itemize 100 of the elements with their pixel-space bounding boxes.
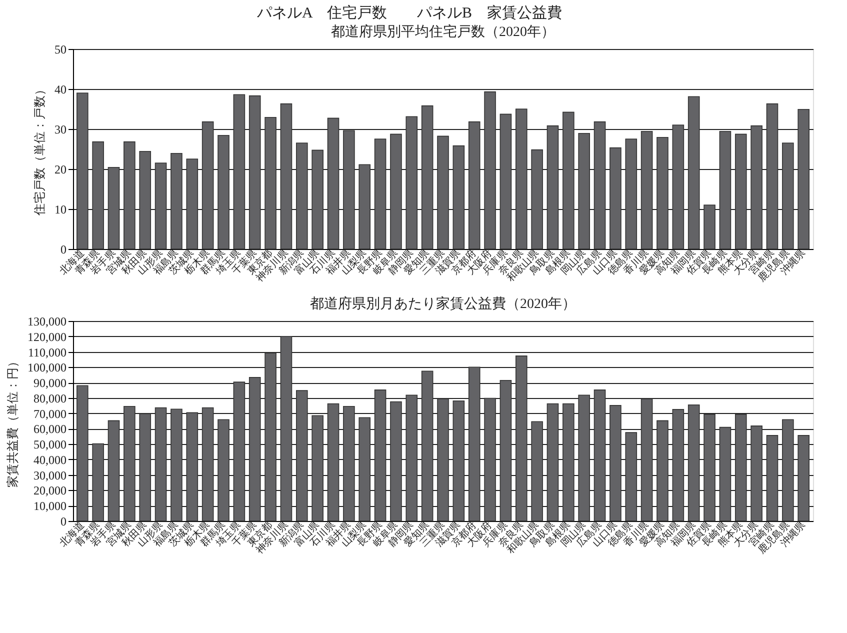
bar bbox=[468, 366, 480, 522]
bar bbox=[782, 142, 794, 250]
bar bbox=[92, 141, 104, 250]
bar bbox=[452, 400, 465, 522]
bar bbox=[610, 405, 622, 522]
bar bbox=[672, 409, 684, 522]
bar bbox=[672, 124, 684, 250]
bar bbox=[546, 125, 559, 250]
bar bbox=[296, 390, 308, 522]
bar bbox=[719, 426, 732, 522]
bar bbox=[782, 419, 794, 522]
y-tick-label: 60,000 bbox=[34, 422, 66, 436]
bar bbox=[280, 103, 292, 250]
bar bbox=[484, 398, 496, 522]
y-tick-label: 10 bbox=[54, 202, 66, 216]
bar bbox=[610, 147, 622, 250]
y-tick-label: 0 bbox=[60, 514, 66, 528]
bar bbox=[406, 394, 418, 522]
bar bbox=[500, 114, 512, 250]
bar bbox=[312, 415, 324, 522]
bar bbox=[233, 382, 246, 522]
y-tick-label: 10,000 bbox=[34, 499, 66, 514]
bar bbox=[358, 164, 371, 250]
bar bbox=[124, 141, 136, 250]
y-tick-label: 120,000 bbox=[28, 330, 66, 344]
bar bbox=[734, 134, 747, 250]
bar bbox=[531, 149, 543, 250]
bar bbox=[374, 390, 386, 522]
y-tick-label: 40 bbox=[54, 82, 66, 96]
bar bbox=[437, 136, 449, 250]
y-tick-label: 100,000 bbox=[28, 360, 66, 375]
bar bbox=[766, 103, 778, 250]
chart-title: 都道府県別平均住宅戸数（2020年） bbox=[331, 24, 555, 40]
y-tick-label: 110,000 bbox=[28, 345, 66, 360]
bar bbox=[625, 138, 638, 250]
bar bbox=[750, 426, 762, 522]
bar bbox=[390, 401, 402, 522]
bar bbox=[218, 419, 230, 522]
bar bbox=[640, 398, 653, 522]
bar bbox=[468, 121, 480, 250]
bar bbox=[154, 407, 167, 522]
bar bbox=[280, 336, 292, 522]
bar bbox=[578, 394, 590, 522]
text: パネルA 住宅戸数 パネルB 家賃公益費 bbox=[256, 4, 562, 22]
bar bbox=[343, 130, 355, 250]
y-tick-label: 30,000 bbox=[34, 468, 66, 482]
bar bbox=[186, 158, 198, 250]
bar bbox=[92, 443, 104, 522]
bar bbox=[656, 137, 668, 250]
bar bbox=[124, 406, 136, 522]
bar bbox=[546, 403, 559, 522]
bar bbox=[734, 414, 747, 522]
bar bbox=[562, 403, 574, 522]
bar bbox=[421, 105, 434, 250]
bar bbox=[704, 204, 716, 250]
bar bbox=[312, 150, 324, 250]
bar bbox=[296, 142, 308, 250]
bar bbox=[437, 398, 449, 522]
bar bbox=[484, 91, 496, 250]
bar bbox=[594, 390, 606, 522]
bar bbox=[452, 145, 465, 250]
y-tick-label: 70,000 bbox=[34, 406, 66, 421]
bar bbox=[390, 134, 402, 250]
bar bbox=[719, 131, 732, 250]
bar bbox=[327, 118, 340, 250]
y-tick-label: 50,000 bbox=[34, 438, 66, 452]
bar bbox=[248, 95, 261, 250]
y-tick-label: 30 bbox=[54, 122, 66, 136]
y-tick-label: 40,000 bbox=[34, 452, 66, 467]
bar bbox=[108, 167, 120, 250]
bar bbox=[578, 133, 590, 250]
y-axis-title: 家賃共益費（単位：円） bbox=[6, 356, 20, 488]
y-tick-label: 0 bbox=[60, 242, 66, 256]
bar bbox=[170, 408, 182, 522]
bar bbox=[343, 406, 355, 522]
bar bbox=[374, 138, 386, 250]
bar bbox=[515, 108, 528, 250]
bar bbox=[594, 121, 606, 250]
bar bbox=[233, 94, 246, 250]
bar bbox=[766, 435, 778, 522]
bar bbox=[704, 414, 716, 522]
y-tick-label: 50 bbox=[54, 42, 66, 56]
chart-title: 都道府県別月あたり家賃公益費（2020年） bbox=[310, 296, 576, 312]
bar bbox=[139, 151, 152, 250]
bar bbox=[406, 116, 418, 250]
y-tick-label: 130,000 bbox=[28, 314, 66, 328]
bar bbox=[218, 135, 230, 250]
bar bbox=[798, 109, 810, 250]
bar bbox=[358, 417, 371, 522]
bar bbox=[264, 352, 276, 522]
bar bbox=[202, 407, 214, 522]
bar bbox=[76, 92, 88, 250]
y-tick-label: 90,000 bbox=[34, 376, 66, 390]
y-tick-label: 80,000 bbox=[34, 391, 66, 406]
bar bbox=[248, 377, 261, 522]
bar bbox=[798, 435, 810, 522]
bar bbox=[327, 403, 340, 522]
bar bbox=[170, 153, 182, 250]
bar bbox=[688, 404, 700, 522]
bar bbox=[108, 420, 120, 522]
